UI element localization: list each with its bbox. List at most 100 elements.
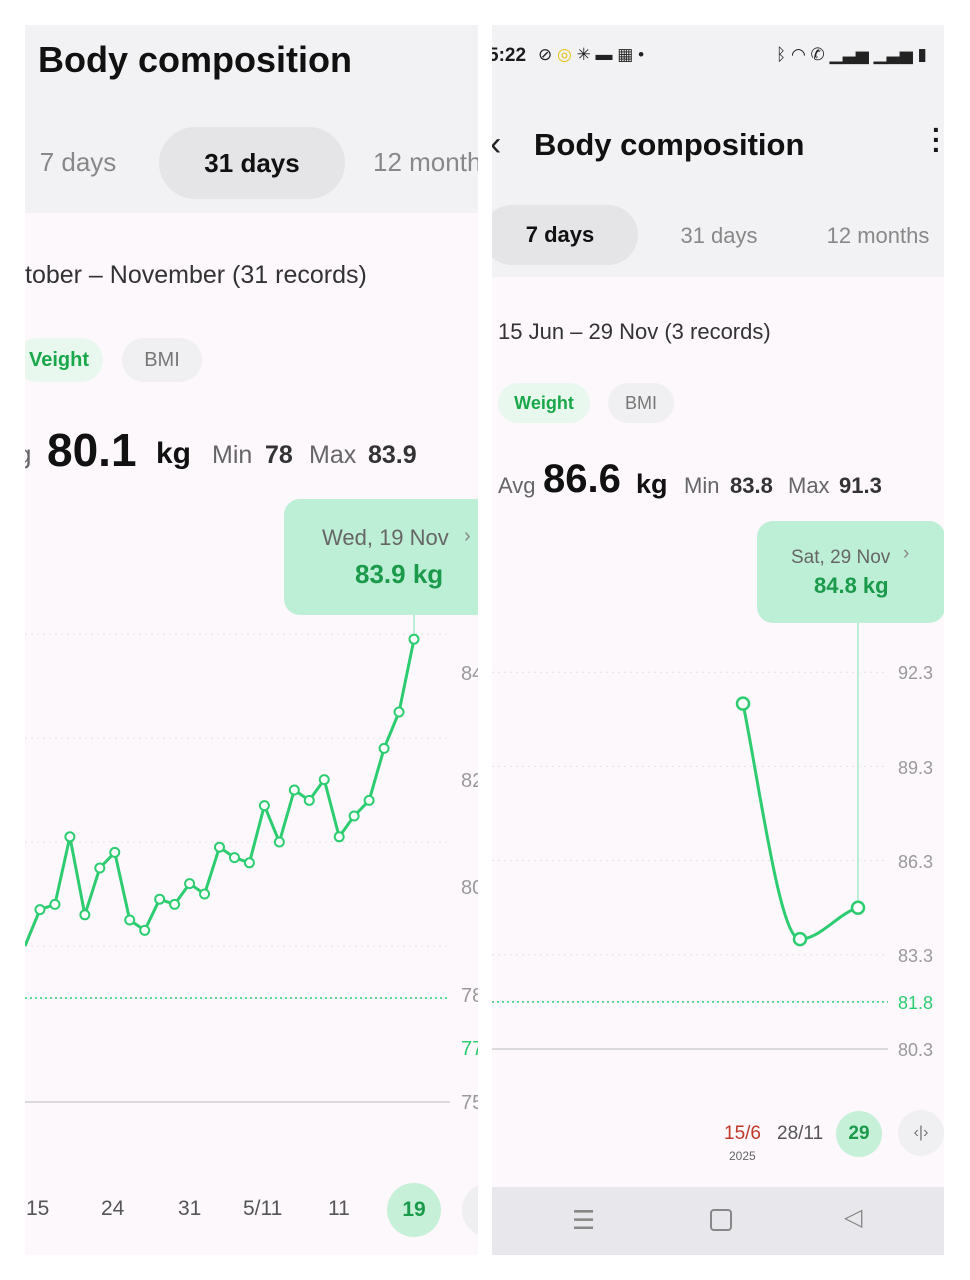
data-point <box>79 909 91 921</box>
max-label: Max <box>309 441 357 469</box>
y-tick: 84 <box>461 663 478 685</box>
max-value: 83.9 <box>368 441 417 469</box>
data-point <box>169 898 181 910</box>
weight-chip[interactable]: Weight <box>498 383 590 423</box>
x-tick[interactable]: 31 <box>178 1197 202 1220</box>
x-tick[interactable]: 15 <box>26 1197 50 1220</box>
data-point <box>393 706 405 718</box>
avg-unit: kg <box>156 437 192 470</box>
status-time: 5:22 <box>492 45 527 66</box>
target-tick: 77 <box>461 1038 478 1060</box>
data-point <box>124 914 136 926</box>
tab-31-days[interactable]: 31 days <box>680 223 758 248</box>
back-icon[interactable]: ◁ <box>844 1204 863 1231</box>
page-title: Body composition <box>38 39 352 80</box>
x-tick-year: 2025 <box>729 1149 756 1163</box>
y-tick: 89.3 <box>898 758 934 778</box>
expand-chart-icon[interactable]: ‹|› <box>898 1110 944 1156</box>
data-point <box>199 888 211 900</box>
weight-chip[interactable]: Veight <box>25 338 103 382</box>
data-point <box>273 836 285 848</box>
data-point <box>735 696 751 711</box>
x-tick-selected[interactable]: 19 <box>387 1183 441 1237</box>
left-screenshot: Body composition 7 days 31 days 12 month… <box>25 25 478 1255</box>
expand-chart-button[interactable] <box>462 1183 478 1237</box>
dot-icon: • <box>638 45 645 64</box>
tooltip-value: 83.9 kg <box>355 559 444 589</box>
avg-unit: kg <box>636 469 668 499</box>
x-tick[interactable]: 28/11 <box>777 1123 824 1144</box>
x-tick[interactable]: 15/6 <box>724 1123 761 1144</box>
y-tick: 78 <box>461 985 478 1007</box>
bmi-chip[interactable]: BMI <box>122 338 202 382</box>
home-icon[interactable] <box>710 1209 732 1231</box>
card-icon: ▬ <box>595 45 613 64</box>
weight-chart <box>492 623 888 1050</box>
min-label: Min <box>212 441 253 469</box>
signal-icon: ▁▃▅ <box>829 45 869 64</box>
data-point <box>378 742 390 754</box>
x-tick[interactable]: 11 <box>328 1197 350 1220</box>
data-point <box>64 831 76 843</box>
min-value: 78 <box>265 441 293 469</box>
avg-value: 80.1 <box>47 424 137 476</box>
more-options-icon[interactable]: · · · <box>932 114 942 165</box>
data-point <box>348 810 360 822</box>
tooltip-value: 84.8 kg <box>814 573 889 598</box>
x-tick[interactable]: 24 <box>101 1197 125 1220</box>
y-tick: 83.3 <box>898 946 934 966</box>
status-right-icons: ᛒ ◠ ✆ ▁▃▅ ▁▃▅ ▮ <box>776 45 927 65</box>
data-point <box>49 898 61 910</box>
chevron-right-icon: › <box>903 543 910 564</box>
y-tick: 80 <box>461 877 478 899</box>
data-point <box>228 852 240 864</box>
y-tick: 86.3 <box>898 852 934 872</box>
tab-12-months[interactable]: 12 months <box>826 223 930 248</box>
y-tick: 75 <box>461 1092 478 1114</box>
data-point <box>850 900 866 915</box>
selected-point-tooltip[interactable]: Wed, 19 Nov › 83.9 kg <box>284 499 478 615</box>
data-point <box>363 794 375 806</box>
data-point <box>154 893 166 905</box>
page-title: Body composition <box>534 127 805 162</box>
data-point <box>214 841 225 853</box>
tab-12-months[interactable]: 12 month <box>373 147 478 177</box>
min-label: Min <box>684 473 720 498</box>
x-tick[interactable]: 5/11 <box>243 1197 283 1220</box>
data-point <box>333 831 345 843</box>
right-screenshot: 5:22 ⊘ ◎ ✳ ▬ ▦ • ᛒ ◠ ✆ ▁▃▅ ▁▃▅ ▮ ‹ Body … <box>492 25 944 1255</box>
weight-series-line <box>25 638 416 947</box>
bmi-chip[interactable]: BMI <box>608 383 674 423</box>
data-point <box>318 774 330 786</box>
max-value: 91.3 <box>839 473 882 498</box>
sparkle-icon: ✳ <box>576 45 591 64</box>
target-tick: 81.8 <box>898 993 934 1013</box>
weight-series-line <box>741 703 859 941</box>
tab-7-days[interactable]: 7 days <box>39 147 117 177</box>
x-tick-selected[interactable]: 29 <box>836 1111 882 1157</box>
date-range: tober – November (31 records) <box>25 261 367 289</box>
wifi-icon: ◠ <box>790 45 806 64</box>
data-point <box>139 924 151 936</box>
avg-label: Avg <box>498 473 536 498</box>
tab-7-days[interactable]: 7 days <box>492 205 638 265</box>
ring-icon: ◎ <box>556 45 572 64</box>
battery-icon: ▮ <box>917 45 927 64</box>
back-arrow-icon[interactable]: ‹ <box>492 125 501 164</box>
data-point <box>303 794 315 806</box>
avg-value: 86.6 <box>543 457 621 501</box>
data-point <box>792 931 808 947</box>
signal-icon: ▁▃▅ <box>873 45 913 64</box>
menu-icon[interactable]: ☰ <box>572 1205 596 1235</box>
tata-icon: ▦ <box>617 45 634 64</box>
tab-31-days[interactable]: 31 days <box>159 127 345 199</box>
data-point <box>288 784 300 796</box>
y-tick: 80.3 <box>898 1040 934 1060</box>
y-tick: 82 <box>461 770 478 792</box>
header: Body composition 7 days 31 days 12 month <box>25 25 478 213</box>
data-point <box>258 800 270 812</box>
tooltip-date: Sat, 29 Nov <box>791 547 891 568</box>
avg-label: g <box>25 439 31 470</box>
data-point <box>184 878 196 890</box>
selected-point-tooltip[interactable]: Sat, 29 Nov › 84.8 kg <box>757 521 944 623</box>
